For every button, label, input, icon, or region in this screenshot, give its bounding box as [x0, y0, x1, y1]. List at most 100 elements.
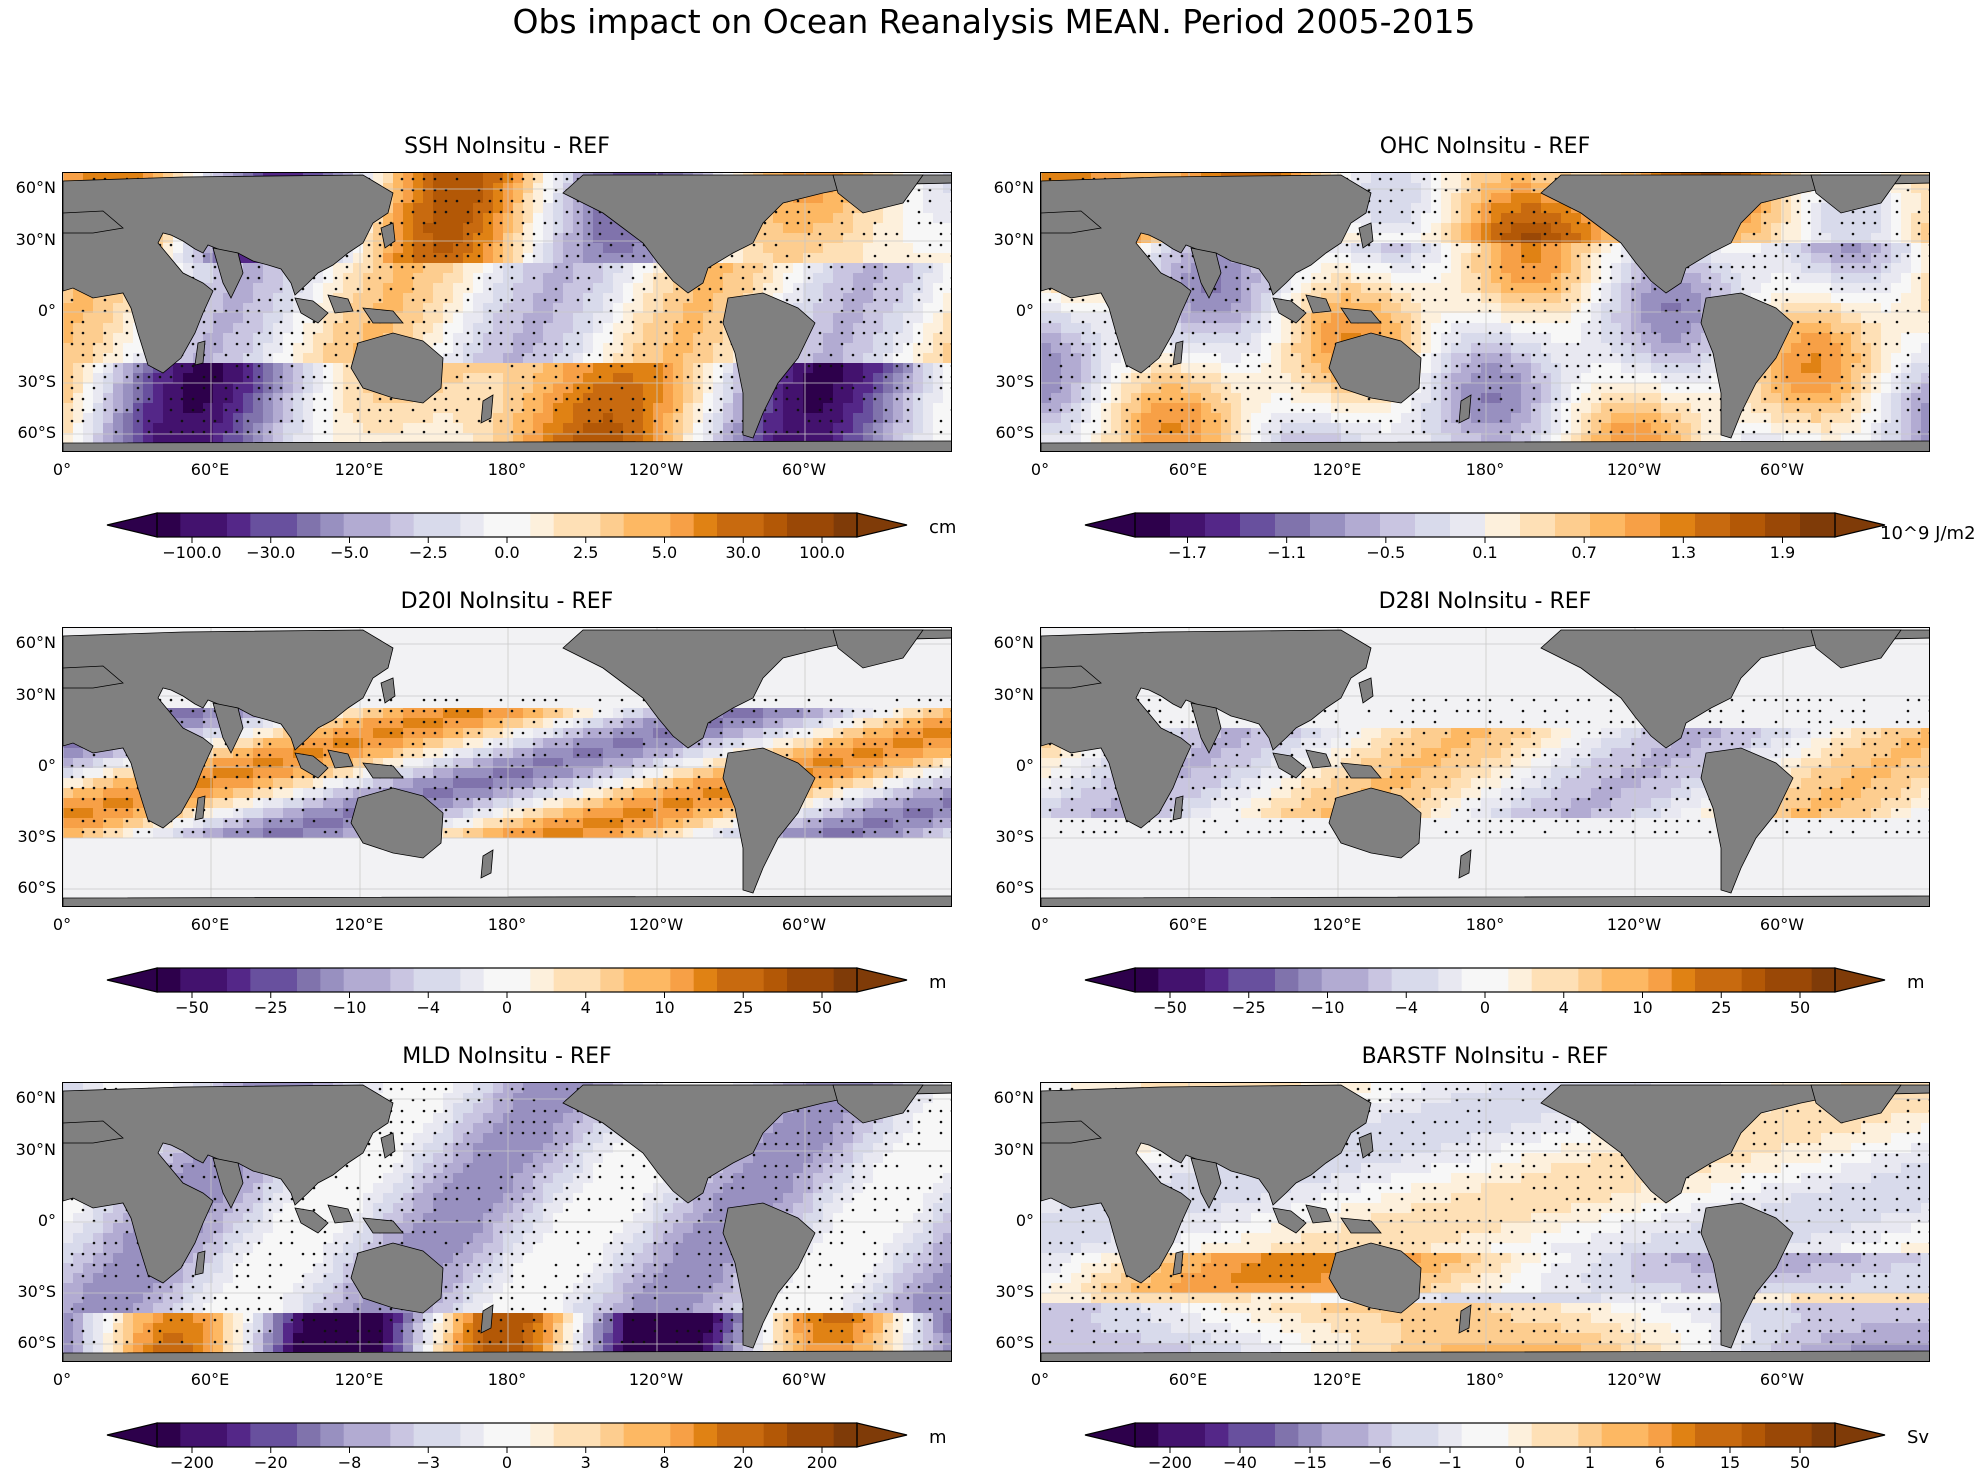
field-cell — [1921, 253, 1929, 263]
field-cell — [913, 323, 923, 333]
field-cell — [513, 383, 523, 393]
field-cell — [333, 403, 343, 413]
field-cell — [553, 363, 563, 373]
field-cell — [843, 383, 853, 393]
field-cell — [363, 243, 373, 253]
lon-tick-label: 180° — [487, 460, 527, 479]
colorbar-swatch — [437, 513, 461, 537]
field-cell — [563, 283, 573, 293]
stipple-dot — [587, 364, 591, 368]
field-cell — [813, 223, 823, 233]
field-cell — [533, 343, 543, 353]
field-cell — [603, 253, 613, 263]
field-cell — [573, 363, 583, 373]
field-cell — [1891, 243, 1901, 253]
field-cell — [613, 333, 623, 343]
stipple-dot — [576, 276, 580, 280]
stipple-dot — [631, 353, 635, 357]
field-cell — [813, 413, 823, 423]
field-cell — [1091, 303, 1101, 313]
stipple-dot — [928, 221, 932, 225]
stipple-dot — [609, 331, 613, 335]
field-cell — [73, 383, 83, 393]
field-cell — [1351, 243, 1361, 253]
field-cell — [773, 263, 783, 273]
field-cell — [143, 373, 153, 383]
stipple-dot — [631, 430, 635, 434]
stipple-dot — [257, 265, 261, 269]
field-cell — [1411, 253, 1421, 263]
field-cell — [1631, 303, 1641, 313]
field-cell — [893, 343, 903, 353]
stipple-dot — [873, 320, 877, 324]
field-cell — [1361, 273, 1371, 283]
field-cell — [1611, 253, 1621, 263]
field-cell — [403, 223, 413, 233]
field-cell — [683, 323, 693, 333]
stipple-dot — [576, 221, 580, 225]
stipple-dot — [510, 342, 514, 346]
field-cell — [903, 253, 913, 263]
field-cell — [483, 383, 493, 393]
field-cell — [1341, 293, 1351, 303]
field-cell — [1091, 293, 1101, 303]
field-cell — [883, 363, 893, 373]
field-cell — [863, 413, 873, 423]
field-cell — [1811, 223, 1821, 233]
field-cell — [833, 403, 843, 413]
field-cell — [63, 433, 73, 443]
stipple-dot — [499, 331, 503, 335]
field-cell — [1791, 203, 1801, 213]
field-cell — [583, 333, 593, 343]
field-cell — [523, 253, 533, 263]
stipple-dot — [763, 232, 767, 236]
field-cell — [803, 213, 813, 223]
field-cell — [733, 403, 743, 413]
field-cell — [443, 293, 453, 303]
stipple-dot — [631, 419, 635, 423]
field-cell — [1831, 293, 1841, 303]
field-cell — [853, 213, 863, 223]
field-cell — [803, 353, 813, 363]
stipple-dot — [521, 177, 525, 181]
field-cell — [623, 233, 633, 243]
field-cell — [833, 293, 843, 303]
field-cell — [933, 273, 943, 283]
field-cell — [523, 233, 533, 243]
field-cell — [1351, 173, 1361, 183]
field-cell — [813, 323, 823, 333]
field-cell — [1641, 313, 1651, 323]
field-cell — [123, 403, 133, 413]
field-cell — [1811, 193, 1821, 203]
field-cell — [1541, 243, 1551, 253]
field-cell — [1501, 303, 1511, 313]
field-cell — [563, 303, 573, 313]
stipple-dot — [378, 243, 382, 247]
field-cell — [623, 263, 633, 273]
field-cell — [1201, 293, 1211, 303]
field-cell — [263, 373, 273, 383]
field-cell — [423, 253, 433, 263]
field-cell — [113, 393, 123, 403]
field-cell — [913, 263, 923, 273]
field-cell — [1451, 203, 1461, 213]
stipple-dot — [180, 364, 184, 368]
field-cell — [1911, 223, 1921, 233]
field-cell — [1461, 233, 1471, 243]
field-cell — [273, 293, 283, 303]
field-cell — [423, 433, 433, 443]
stipple-dot — [829, 298, 833, 302]
field-cell — [1901, 203, 1911, 213]
stipple-dot — [323, 419, 327, 423]
field-cell — [1471, 233, 1481, 243]
field-cell — [603, 233, 613, 243]
stipple-dot — [719, 408, 723, 412]
field-cell — [823, 323, 833, 333]
field-cell — [283, 283, 293, 293]
stipple-dot — [510, 430, 514, 434]
field-cell — [1451, 243, 1461, 253]
field-cell — [723, 363, 733, 373]
field-cell — [183, 263, 193, 273]
field-cell — [1241, 283, 1251, 293]
stipple-dot — [884, 342, 888, 346]
